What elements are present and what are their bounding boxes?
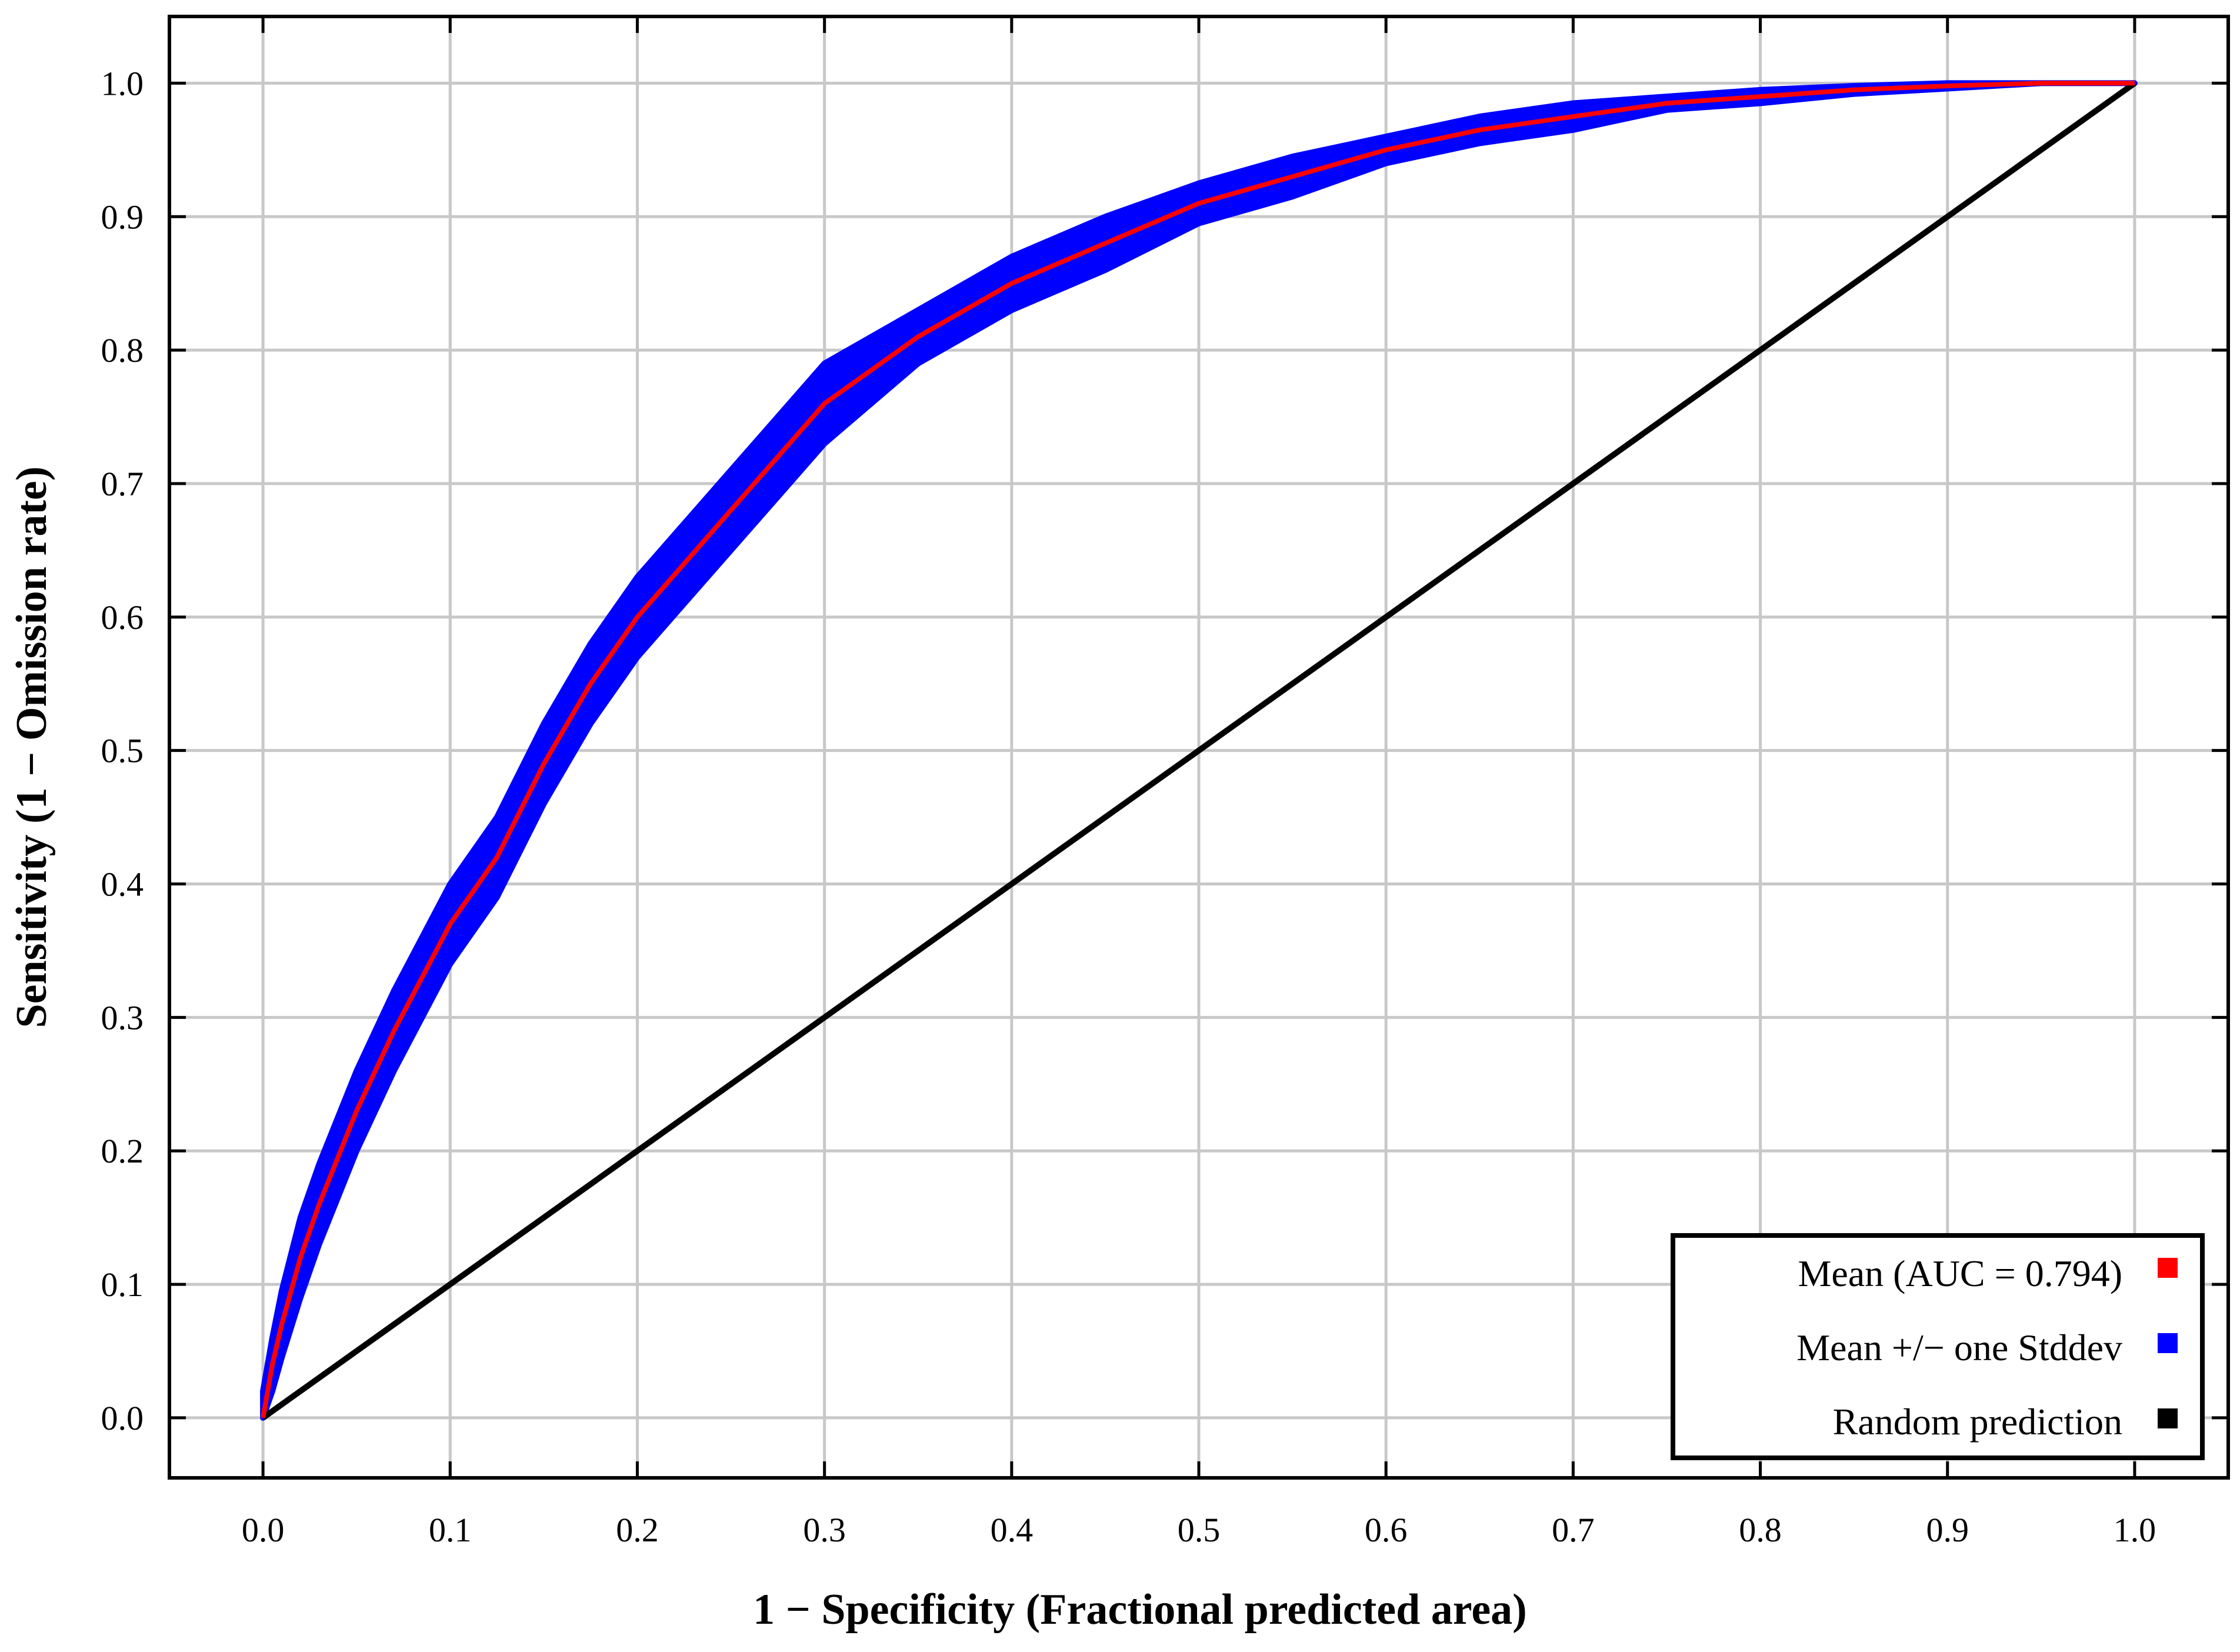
legend-label-mean: Mean (AUC = 0.794) xyxy=(1798,1253,2122,1294)
y-tick-label: 0.8 xyxy=(101,331,144,369)
x-tick-label: 0.9 xyxy=(1926,1511,1969,1549)
y-axis-title: Sensitivity (1 − Omission rate) xyxy=(8,467,56,1028)
legend-swatch-stddev xyxy=(2158,1333,2178,1353)
y-tick-label: 0.0 xyxy=(101,1399,144,1437)
x-tick-label: 0.2 xyxy=(616,1511,659,1549)
mean-roc-line xyxy=(261,81,2135,1418)
y-tick-label: 0.3 xyxy=(101,998,144,1037)
y-tick-label: 0.7 xyxy=(101,465,144,503)
x-tick-label: 0.4 xyxy=(991,1511,1034,1549)
series-lines xyxy=(261,81,2136,1420)
random-prediction-line xyxy=(261,81,2136,1420)
x-tick-label: 0.1 xyxy=(429,1511,472,1549)
y-tick-label: 0.6 xyxy=(101,598,144,637)
x-axis-title: 1 − Specificity (Fractional predicted ar… xyxy=(753,1586,1527,1634)
y-tick-label: 0.9 xyxy=(101,198,144,236)
legend: Mean (AUC = 0.794) Mean +/− one Stddev R… xyxy=(1671,1233,2205,1460)
legend-label-random: Random prediction xyxy=(1833,1401,2122,1443)
y-tick-label: 0.4 xyxy=(101,865,144,904)
y-tick-label: 0.1 xyxy=(101,1265,144,1304)
y-tick-label: 1.0 xyxy=(101,64,144,102)
x-tick-label: 0.8 xyxy=(1739,1511,1782,1549)
y-tick-label: 0.5 xyxy=(101,732,144,770)
x-tick-label: 1.0 xyxy=(2114,1511,2156,1549)
legend-box xyxy=(1671,1233,2205,1460)
x-tick-label: 0.7 xyxy=(1552,1511,1595,1549)
x-tick-label: 0.3 xyxy=(803,1511,846,1549)
x-tick-label: 0.6 xyxy=(1365,1511,1408,1549)
x-tick-label: 0.0 xyxy=(242,1511,285,1549)
y-tick-label: 0.2 xyxy=(101,1132,144,1170)
legend-label-stddev: Mean +/− one Stddev xyxy=(1796,1327,2122,1368)
legend-swatch-random xyxy=(2158,1408,2178,1428)
ticks: 0.0 0.1 0.2 0.3 0.4 0.5 0.6 0.7 0.8 0.9 1.0 0.0 0.1 0… xyxy=(101,16,2228,1549)
x-tick-label: 0.5 xyxy=(1178,1511,1221,1549)
legend-swatch-mean xyxy=(2158,1258,2178,1278)
